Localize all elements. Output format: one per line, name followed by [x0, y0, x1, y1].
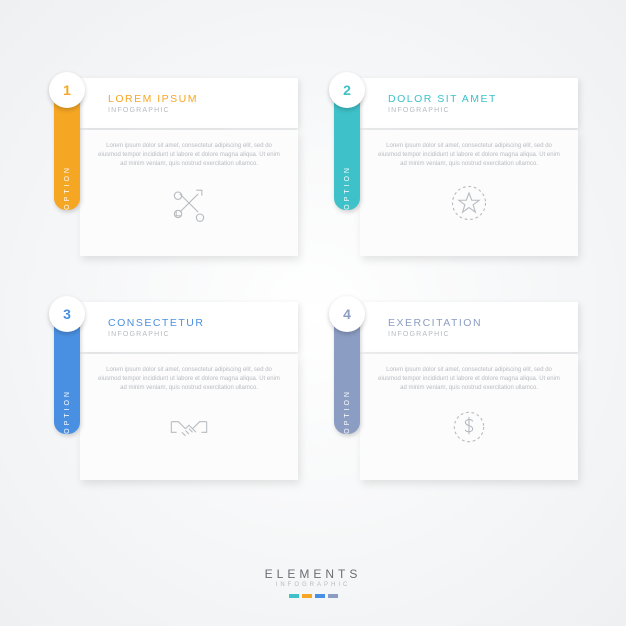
swatch-1 [289, 594, 299, 598]
number-badge: 1 [49, 72, 85, 108]
card-title: CONSECTETUR [108, 317, 298, 329]
tab-label: OPTION [344, 151, 351, 210]
option-card-3: CONSECTETUR INFOGRAPHIC Lorem ipsum dolo… [48, 302, 298, 480]
option-card-2: DOLOR SIT AMET INFOGRAPHIC Lorem ipsum d… [328, 78, 578, 256]
footer-title: ELEMENTS [0, 567, 626, 581]
option-card-1: LOREM IPSUM INFOGRAPHIC Lorem ipsum dolo… [48, 78, 298, 256]
tab-label: OPTION [64, 151, 71, 210]
option-card-4: EXERCITATION INFOGRAPHIC Lorem ipsum dol… [328, 302, 578, 480]
footer: ELEMENTS INFOGRAPHIC [0, 567, 626, 598]
infographic-grid: LOREM IPSUM INFOGRAPHIC Lorem ipsum dolo… [48, 78, 578, 480]
card-body: Lorem ipsum dolor sit amet, consectetur … [360, 130, 578, 256]
number-badge: 4 [329, 296, 365, 332]
card-description: Lorem ipsum dolor sit amet, consectetur … [376, 142, 562, 169]
card-body: Lorem ipsum dolor sit amet, consectetur … [360, 354, 578, 480]
card-subtitle: INFOGRAPHIC [108, 331, 298, 338]
card-header: CONSECTETUR INFOGRAPHIC [80, 302, 298, 352]
card-description: Lorem ipsum dolor sit amet, consectetur … [376, 366, 562, 393]
tools-icon [165, 179, 213, 227]
tab-label: OPTION [344, 375, 351, 434]
star-badge-icon [445, 179, 493, 227]
card-body: Lorem ipsum dolor sit amet, consectetur … [80, 354, 298, 480]
number-badge: 3 [49, 296, 85, 332]
card-header: LOREM IPSUM INFOGRAPHIC [80, 78, 298, 128]
card-body: Lorem ipsum dolor sit amet, consectetur … [80, 130, 298, 256]
swatch-4 [328, 594, 338, 598]
card-description: Lorem ipsum dolor sit amet, consectetur … [96, 366, 282, 393]
badge-number: 4 [343, 306, 351, 322]
swatch-2 [302, 594, 312, 598]
badge-number: 2 [343, 82, 351, 98]
badge-number: 1 [63, 82, 71, 98]
footer-swatches [0, 594, 626, 598]
card-subtitle: INFOGRAPHIC [388, 107, 578, 114]
card-subtitle: INFOGRAPHIC [108, 107, 298, 114]
footer-subtitle: INFOGRAPHIC [0, 582, 626, 588]
card-description: Lorem ipsum dolor sit amet, consectetur … [96, 142, 282, 169]
badge-number: 3 [63, 306, 71, 322]
tab-label: OPTION [64, 375, 71, 434]
handshake-icon [165, 403, 213, 451]
dollar-coin-icon [445, 403, 493, 451]
card-title: DOLOR SIT AMET [388, 93, 578, 105]
card-header: EXERCITATION INFOGRAPHIC [360, 302, 578, 352]
card-header: DOLOR SIT AMET INFOGRAPHIC [360, 78, 578, 128]
card-title: LOREM IPSUM [108, 93, 298, 105]
card-subtitle: INFOGRAPHIC [388, 331, 578, 338]
number-badge: 2 [329, 72, 365, 108]
swatch-3 [315, 594, 325, 598]
card-title: EXERCITATION [388, 317, 578, 329]
